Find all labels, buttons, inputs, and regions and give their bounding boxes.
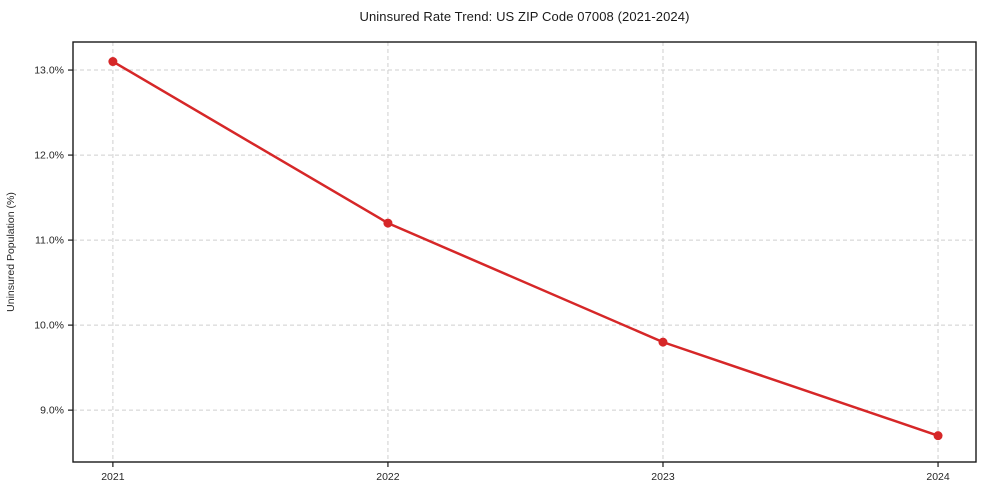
axes-spines: [72, 41, 977, 463]
y-tick-label: 12.0%: [34, 150, 64, 162]
x-tick-label: 2024: [926, 471, 950, 483]
y-tick-label: 9.0%: [40, 405, 64, 417]
y-tick-label: 13.0%: [34, 65, 64, 77]
data-point-marker: [933, 431, 943, 441]
y-tick-label: 11.0%: [35, 235, 64, 247]
x-tick-label: 2021: [101, 471, 125, 483]
y-tick-label: 10.0%: [34, 320, 64, 332]
data-point-marker: [658, 337, 668, 347]
x-tick-label: 2023: [651, 471, 675, 483]
trend-line: [111, 60, 940, 437]
x-tick-label: 2022: [376, 471, 400, 483]
y-axis-label: Uninsured Population (%): [5, 192, 17, 312]
chart-title: Uninsured Rate Trend: US ZIP Code 07008 …: [359, 9, 690, 24]
data-point-marker: [108, 57, 118, 67]
data-point-marker: [383, 218, 393, 228]
